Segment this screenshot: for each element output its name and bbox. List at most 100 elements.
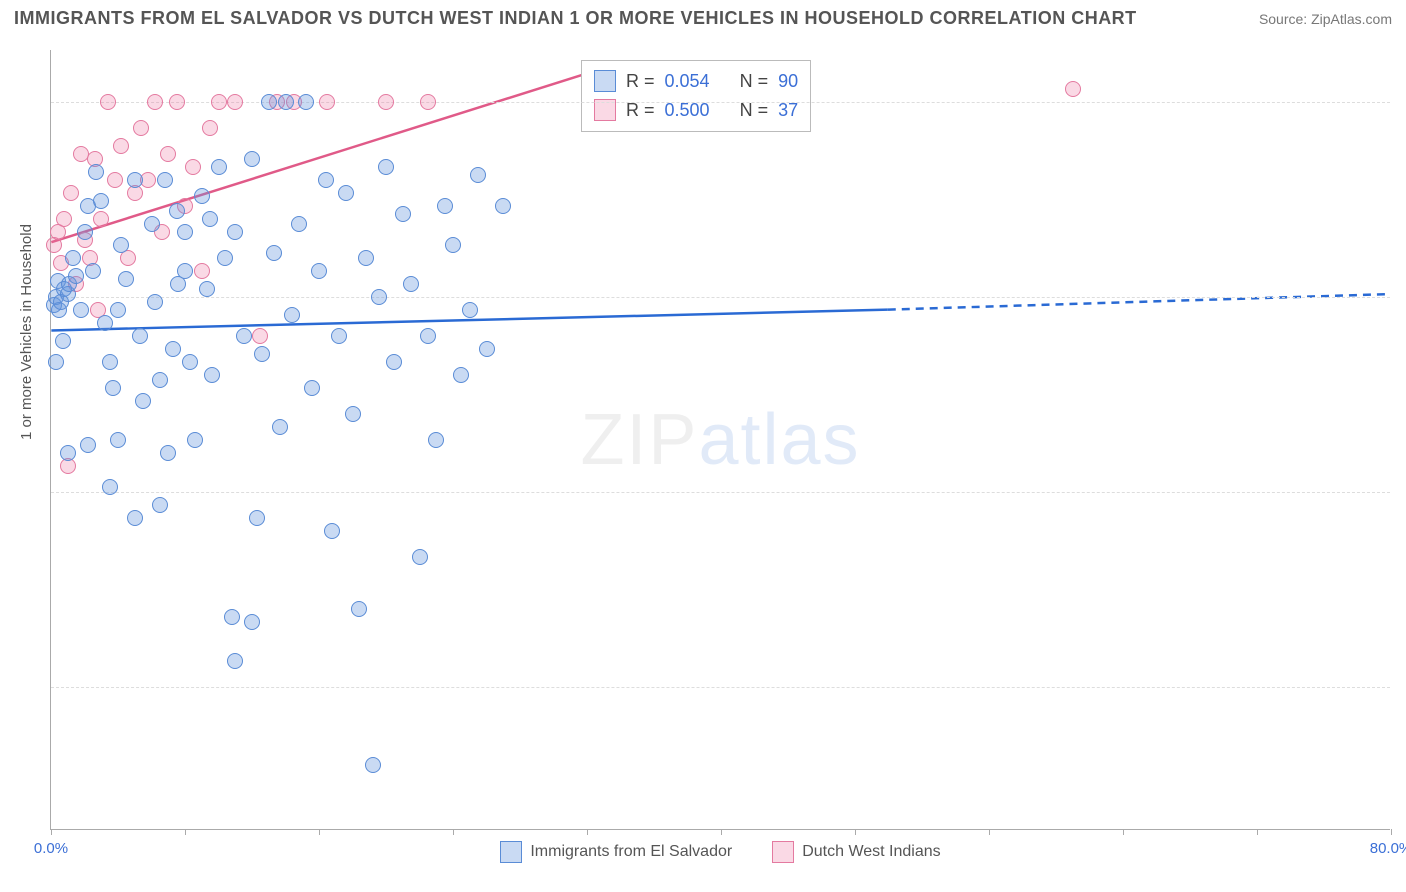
data-point: [110, 432, 126, 448]
data-point: [118, 271, 134, 287]
stats-row: R = 0.500 N = 37: [594, 96, 798, 125]
data-point: [97, 315, 113, 331]
gridline: [51, 297, 1390, 298]
data-point: [102, 354, 118, 370]
stat-value: 0.500: [665, 96, 710, 125]
data-point: [319, 94, 335, 110]
data-point: [378, 159, 394, 175]
x-tick: [855, 829, 856, 835]
swatch-icon: [500, 841, 522, 863]
data-point: [60, 445, 76, 461]
x-tick: [1257, 829, 1258, 835]
y-tick-label: 100.0%: [1398, 94, 1406, 111]
data-point: [254, 346, 270, 362]
x-tick: [1391, 829, 1392, 835]
x-tick: [1123, 829, 1124, 835]
data-point: [495, 198, 511, 214]
data-point: [227, 653, 243, 669]
data-point: [113, 237, 129, 253]
data-point: [284, 307, 300, 323]
data-point: [479, 341, 495, 357]
data-point: [110, 302, 126, 318]
stat-value: 90: [778, 67, 798, 96]
data-point: [204, 367, 220, 383]
data-point: [194, 188, 210, 204]
data-point: [249, 510, 265, 526]
gridline: [51, 492, 1390, 493]
data-point: [272, 419, 288, 435]
data-point: [1065, 81, 1081, 97]
data-point: [144, 216, 160, 232]
x-tick-label: 0.0%: [34, 840, 68, 857]
data-point: [227, 224, 243, 240]
data-point: [80, 437, 96, 453]
data-point: [470, 167, 486, 183]
y-tick-label: 92.5%: [1398, 289, 1406, 306]
data-point: [177, 224, 193, 240]
legend-item-pink: Dutch West Indians: [772, 841, 940, 863]
data-point: [160, 445, 176, 461]
data-point: [211, 159, 227, 175]
data-point: [135, 393, 151, 409]
data-point: [113, 138, 129, 154]
data-point: [93, 211, 109, 227]
x-tick: [989, 829, 990, 835]
source-attribution: Source: ZipAtlas.com: [1259, 11, 1392, 27]
data-point: [177, 263, 193, 279]
data-point: [127, 172, 143, 188]
stat-label: R =: [626, 96, 655, 125]
data-point: [127, 510, 143, 526]
data-point: [100, 94, 116, 110]
legend-label: Dutch West Indians: [802, 843, 940, 861]
scatter-plot: ZIPatlas R =0.054N =90R =0.500N =37 Immi…: [50, 50, 1390, 830]
data-point: [147, 294, 163, 310]
data-point: [437, 198, 453, 214]
data-point: [185, 159, 201, 175]
data-point: [65, 250, 81, 266]
data-point: [298, 94, 314, 110]
data-point: [266, 245, 282, 261]
stat-label: N =: [740, 96, 769, 125]
data-point: [68, 268, 84, 284]
data-point: [152, 372, 168, 388]
data-point: [371, 289, 387, 305]
data-point: [395, 206, 411, 222]
data-point: [324, 523, 340, 539]
data-point: [102, 479, 118, 495]
data-point: [291, 216, 307, 232]
stats-row: R =0.054N =90: [594, 67, 798, 96]
bottom-legend: Immigrants from El Salvador Dutch West I…: [51, 841, 1390, 863]
data-point: [252, 328, 268, 344]
data-point: [187, 432, 203, 448]
data-point: [157, 172, 173, 188]
data-point: [165, 341, 181, 357]
data-point: [338, 185, 354, 201]
swatch-icon: [772, 841, 794, 863]
data-point: [278, 94, 294, 110]
data-point: [453, 367, 469, 383]
legend-label: Immigrants from El Salvador: [530, 843, 732, 861]
y-axis-label: 1 or more Vehicles in Household: [18, 224, 35, 440]
data-point: [261, 94, 277, 110]
data-point: [420, 94, 436, 110]
data-point: [217, 250, 233, 266]
x-tick: [721, 829, 722, 835]
data-point: [160, 146, 176, 162]
data-point: [365, 757, 381, 773]
data-point: [331, 328, 347, 344]
stat-label: N =: [740, 67, 769, 96]
stats-box: R =0.054N =90R =0.500N =37: [581, 60, 811, 132]
stat-value: 37: [778, 96, 798, 125]
data-point: [85, 263, 101, 279]
y-tick-label: 85.0%: [1398, 484, 1406, 501]
data-point: [244, 151, 260, 167]
data-point: [378, 94, 394, 110]
data-point: [93, 193, 109, 209]
data-point: [318, 172, 334, 188]
data-point: [48, 354, 64, 370]
legend-item-blue: Immigrants from El Salvador: [500, 841, 732, 863]
data-point: [227, 94, 243, 110]
stat-label: R =: [626, 67, 655, 96]
data-point: [211, 94, 227, 110]
data-point: [88, 164, 104, 180]
